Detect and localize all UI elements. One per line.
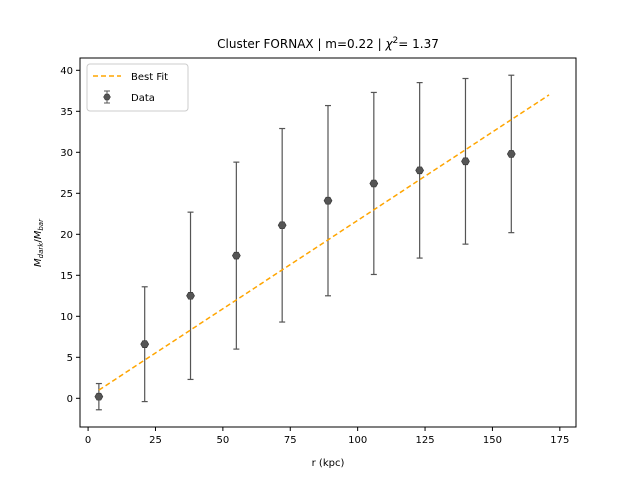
data-point <box>277 221 287 230</box>
axes-frame <box>79 57 577 428</box>
data-point <box>506 150 516 158</box>
fit-layer <box>98 94 550 391</box>
legend-fit-label: Best Fit <box>131 72 168 83</box>
x-tick-label: 125 <box>415 435 434 446</box>
y-tick-label: 0 <box>67 394 73 405</box>
x-tick-label: 150 <box>483 435 502 446</box>
data-point <box>232 251 241 260</box>
y-tick-label: 25 <box>60 189 73 200</box>
legend-data-label: Data <box>131 93 155 104</box>
y-tick-label: 5 <box>67 353 73 364</box>
x-tick-label: 100 <box>348 435 367 446</box>
y-tick-label: 40 <box>60 66 73 77</box>
y-tick-label: 35 <box>60 107 73 118</box>
data-point <box>461 157 470 166</box>
y-axis-label: Mdark/Mbar <box>33 218 45 267</box>
x-axis-label: r (kpc) <box>312 458 345 469</box>
legend-data-swatch <box>103 90 111 104</box>
data-point <box>323 196 333 205</box>
ticks-layer: 0 25 50 75 100 125 150 175 0 5 10 15 20 25 30 35 40 <box>60 66 569 446</box>
y-tick-label: 15 <box>60 271 73 282</box>
x-tick-label: 75 <box>284 435 297 446</box>
x-tick-label: 25 <box>149 435 162 446</box>
chart-title: Cluster FORNAX | m=0.22 | χ2= 1.37 <box>217 36 439 51</box>
y-tick-label: 20 <box>60 230 73 241</box>
x-tick-label: 0 <box>85 435 91 446</box>
y-tick-label: 10 <box>60 312 73 323</box>
x-tick-label: 175 <box>550 435 569 446</box>
x-tick-label: 50 <box>217 435 230 446</box>
data-point <box>369 179 379 188</box>
best-fit-line <box>98 94 550 391</box>
data-point <box>140 340 150 348</box>
data-point <box>186 292 195 300</box>
points-layer <box>94 150 516 401</box>
legend: Best Fit Data <box>86 63 189 112</box>
y-tick-label: 30 <box>60 148 73 159</box>
data-point <box>415 166 424 175</box>
data-point <box>94 392 104 401</box>
